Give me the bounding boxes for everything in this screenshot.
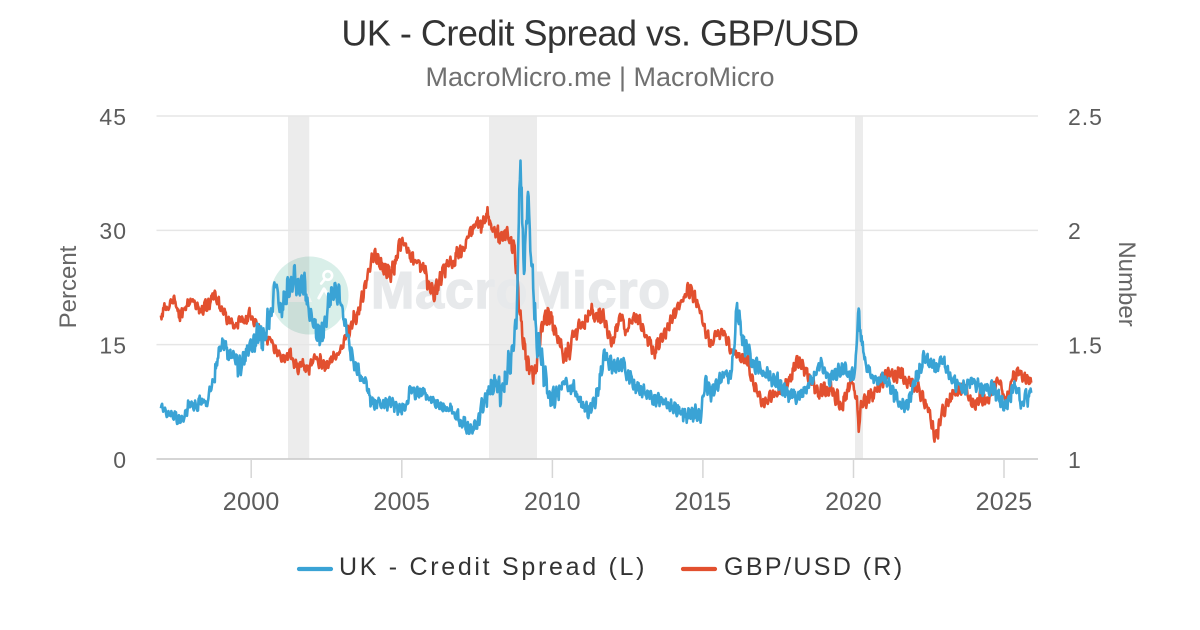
svg-text:2020: 2020	[825, 488, 882, 516]
svg-text:1.5: 1.5	[1068, 333, 1103, 359]
svg-text:MacroMicro.me | MacroMicro: MacroMicro.me | MacroMicro	[425, 62, 774, 92]
svg-text:0: 0	[113, 447, 127, 473]
svg-text:2000: 2000	[223, 488, 280, 516]
svg-text:2015: 2015	[674, 488, 731, 516]
svg-text:15: 15	[99, 333, 127, 359]
svg-text:45: 45	[99, 104, 127, 130]
svg-text:2025: 2025	[976, 488, 1033, 516]
svg-text:Percent: Percent	[55, 245, 82, 328]
svg-text:2010: 2010	[524, 488, 581, 516]
svg-text:UK - Credit Spread (L): UK - Credit Spread (L)	[339, 553, 647, 581]
svg-text:1: 1	[1068, 447, 1082, 473]
svg-text:30: 30	[99, 218, 127, 244]
svg-text:2: 2	[1068, 218, 1082, 244]
svg-text:2.5: 2.5	[1068, 104, 1103, 130]
svg-text:UK - Credit Spread vs. GBP/USD: UK - Credit Spread vs. GBP/USD	[341, 13, 858, 54]
svg-text:GBP/USD (R): GBP/USD (R)	[724, 553, 905, 581]
svg-text:Number: Number	[1113, 241, 1140, 326]
svg-text:2005: 2005	[373, 488, 430, 516]
